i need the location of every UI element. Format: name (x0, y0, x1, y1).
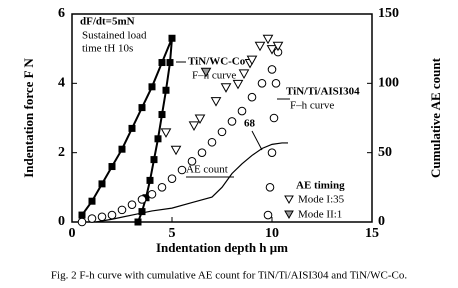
series-label: TiN/WC-Co (188, 56, 246, 68)
annotation: 68 (244, 118, 256, 130)
plot-frame (71, 13, 373, 223)
circle-marker (177, 165, 187, 175)
circle-marker (217, 127, 227, 137)
y2-axis-label: Cumulative AE count (428, 57, 443, 178)
circle-marker (117, 205, 127, 215)
triangle-marker (238, 69, 250, 79)
legend-marker (284, 195, 294, 205)
y2-tick-label: 100 (378, 76, 399, 91)
y2-tick-label: 50 (378, 145, 392, 160)
circle-marker (267, 148, 277, 157)
circle-marker (237, 106, 247, 116)
annotation: time tH 10s (82, 43, 133, 55)
triangle-marker (254, 41, 266, 52)
square-marker (128, 124, 136, 132)
annotation: dF/dt=5mN (80, 16, 135, 28)
triangle-marker (266, 45, 278, 55)
square-marker (168, 34, 176, 42)
circle-marker (147, 189, 157, 199)
x-tick-label: 15 (365, 226, 379, 241)
square-marker (158, 59, 166, 67)
y-tick-label: 2 (58, 145, 65, 160)
circle-marker (247, 92, 257, 102)
circle-marker (269, 113, 279, 123)
circle-marker (257, 79, 267, 88)
triangle-marker (170, 145, 182, 156)
square-marker (148, 83, 156, 91)
caption: Fig. 2 F-h curve with cumulative AE coun… (51, 270, 407, 282)
square-marker (150, 156, 158, 164)
triangle-marker (232, 79, 244, 90)
square-marker (146, 176, 154, 184)
square-marker (78, 211, 86, 219)
legend-marker (284, 210, 294, 220)
triangle-marker (194, 114, 206, 125)
circle-marker (187, 157, 197, 166)
x-tick-label: 5 (169, 226, 176, 241)
square-marker (108, 163, 116, 171)
y-axis-label: Indentation force F N (21, 58, 36, 178)
triangle-marker (246, 55, 258, 66)
circle-marker (87, 214, 97, 223)
x-axis-label: Indentation depth h μm (156, 240, 288, 255)
series-label: AE count (186, 164, 228, 176)
legend-label: Mode II:1 (298, 209, 342, 221)
square-marker (88, 197, 96, 205)
circle-marker (77, 217, 87, 227)
legend-label: Mode I:35 (298, 194, 345, 206)
annotation: F–h curve (290, 100, 334, 112)
circle-marker (263, 210, 273, 220)
square-marker (154, 135, 162, 143)
x-tick-label: 10 (265, 226, 279, 241)
square-marker (162, 86, 170, 94)
square-marker (138, 104, 146, 112)
triangle-marker (210, 97, 222, 107)
triangle-marker (220, 83, 232, 93)
circle-marker (265, 183, 275, 192)
circle-marker (207, 137, 217, 147)
annotation: AE timing (296, 180, 345, 192)
square-marker (118, 145, 126, 153)
triangle-marker (188, 121, 200, 131)
circle-marker (267, 65, 277, 74)
circle-marker (97, 212, 107, 222)
triangle-marker (160, 128, 172, 138)
circle-marker (167, 174, 177, 183)
annotation: Sustained load (82, 30, 147, 42)
series-line (95, 142, 288, 223)
circle-marker (271, 79, 281, 88)
circle-marker (227, 117, 237, 126)
triangle-marker (200, 67, 212, 78)
triangle-marker (262, 34, 274, 45)
arrow (251, 130, 263, 151)
y2-tick-label: 0 (378, 214, 385, 229)
annotation: F–h curve (192, 70, 236, 82)
square-marker (166, 59, 174, 67)
x-tick-label: 0 (69, 226, 76, 241)
square-marker (158, 111, 166, 119)
series-label: TiN/Ti/AISI304 (286, 86, 360, 98)
square-marker (98, 180, 106, 188)
square-marker (138, 208, 146, 216)
circle-marker (197, 148, 207, 157)
circle-marker (107, 210, 117, 220)
square-marker (142, 194, 150, 202)
y2-tick-label: 150 (378, 6, 399, 21)
y-tick-label: 6 (58, 6, 65, 21)
circle-marker (157, 183, 167, 192)
y-tick-label: 0 (58, 214, 65, 229)
y-tick-label: 4 (58, 76, 65, 91)
square-marker (134, 218, 142, 226)
triangle-marker (272, 41, 284, 52)
circle-marker (127, 200, 137, 209)
circle-marker (137, 195, 147, 204)
